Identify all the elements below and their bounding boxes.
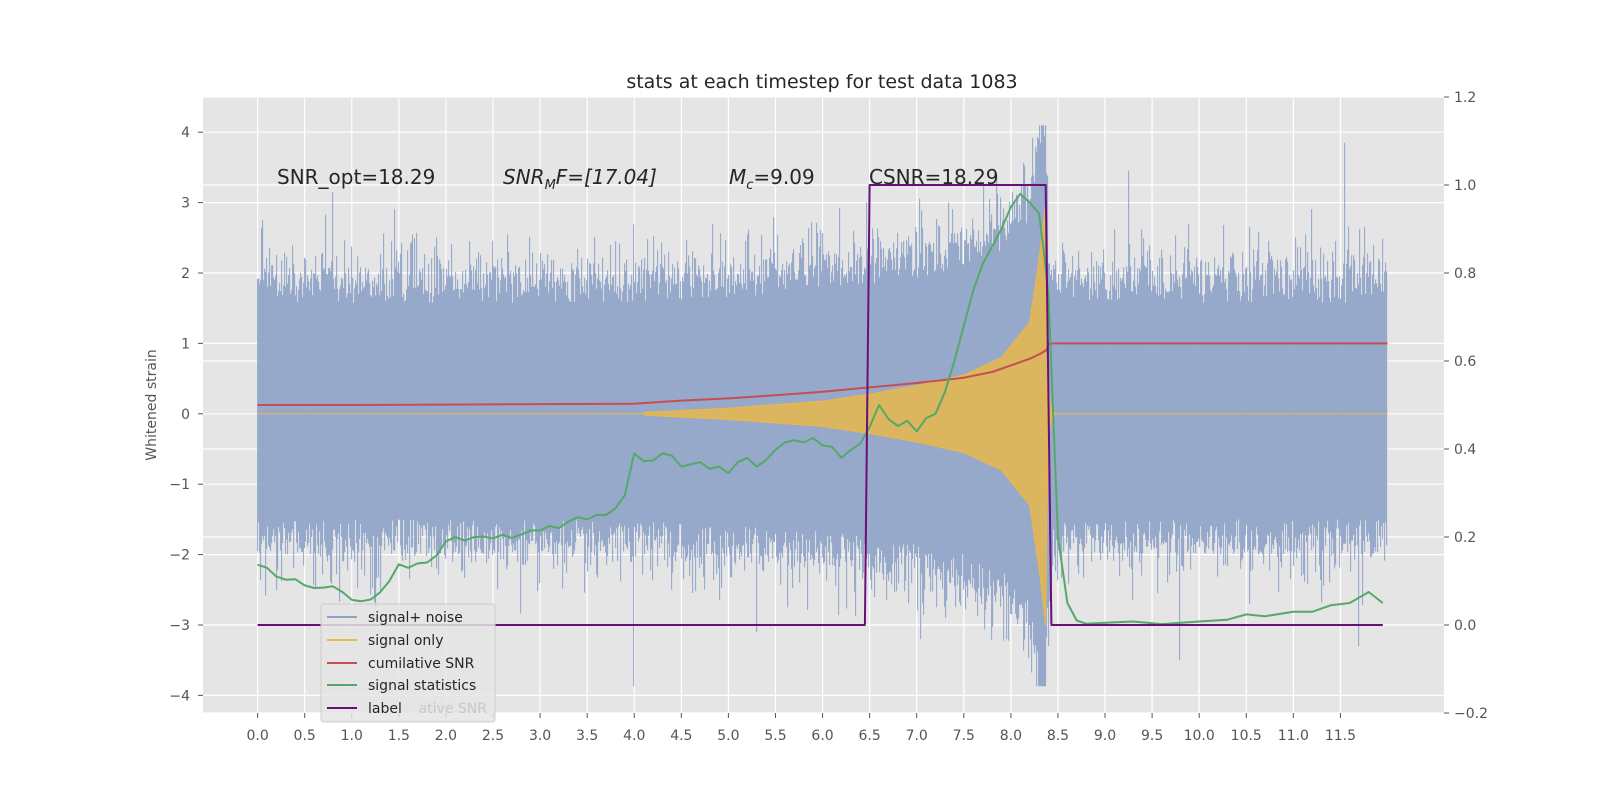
- y-tick-label: 0: [181, 407, 190, 423]
- x-tick-label: 2.5: [482, 728, 504, 744]
- y-right-tick-label: 0.8: [1454, 266, 1476, 282]
- x-tick-label: 6.5: [859, 728, 881, 744]
- legend-label-cumulative-snr: cumilative SNR: [368, 656, 475, 672]
- axis-ticks: 0.0 0.5 1.0 1.5 2.0 2.5 3.0 3.5 4.0 4.5 5.0 5.5 6.0 6…: [169, 90, 1488, 744]
- y-right-tick-label: −0.2: [1454, 706, 1488, 722]
- x-tick-label: 5.5: [764, 728, 786, 744]
- x-tick-label: 9.5: [1141, 728, 1163, 744]
- y-tick-label: −2: [169, 548, 190, 564]
- y-right-tick-label: 1.2: [1454, 90, 1476, 106]
- line-series: [257, 184, 1388, 626]
- x-tick-label: 1.5: [388, 728, 410, 744]
- legend-box: [320, 603, 496, 723]
- signal-statistics-line: [257, 192, 1384, 626]
- legend-hidden-text: ative SNR: [419, 701, 488, 717]
- x-tick-label: 2.0: [435, 728, 457, 744]
- y-tick-label: −1: [169, 477, 190, 493]
- y-right-tick-label: 0.0: [1454, 618, 1476, 634]
- x-tick-label: 7.0: [906, 728, 928, 744]
- annotation-mc: Mc=9.09: [729, 165, 815, 193]
- legend-label-signal-statistics: signal statistics: [368, 678, 476, 694]
- x-tick-label: 5.0: [717, 728, 739, 744]
- y-tick-label: 1: [181, 336, 190, 352]
- signal-only-trace: [257, 202, 1388, 626]
- x-tick-label: 4.0: [623, 728, 645, 744]
- x-tick-label: 7.5: [953, 728, 975, 744]
- x-tick-label: 10.0: [1184, 728, 1215, 744]
- cumilative-snr-line: [257, 342, 1388, 406]
- y-right-tick-label: 0.6: [1454, 354, 1476, 370]
- legend-label-signal-only: signal only: [368, 633, 443, 649]
- annotation-csnr: CSNR=18.29: [869, 165, 999, 189]
- legend: ative SNR signal+ noise signal only cumi…: [320, 603, 496, 723]
- legend-label-signal-noise: signal+ noise: [368, 610, 463, 626]
- y-tick-label: 4: [181, 125, 190, 141]
- y-right-tick-label: 1.0: [1454, 178, 1476, 194]
- x-tick-label: 8.0: [1000, 728, 1022, 744]
- x-tick-label: 3.0: [529, 728, 551, 744]
- x-tick-label: 9.0: [1094, 728, 1116, 744]
- x-tick-label: 8.5: [1047, 728, 1069, 744]
- x-tick-label: 4.5: [670, 728, 692, 744]
- y-tick-label: 2: [181, 266, 190, 282]
- legend-label-label: label: [368, 701, 402, 717]
- y-right-tick-label: 0.4: [1454, 442, 1476, 458]
- x-tick-label: 11.0: [1278, 728, 1309, 744]
- y-right-tick-label: 0.2: [1454, 530, 1476, 546]
- annotations: SNR_opt=18.29 SNRMF=[17.04] Mc=9.09 CSNR…: [277, 165, 999, 193]
- x-tick-label: 11.5: [1325, 728, 1356, 744]
- annotation-snr-opt: SNR_opt=18.29: [277, 165, 435, 189]
- x-tick-label: 0.5: [294, 728, 316, 744]
- x-tick-label: 6.0: [811, 728, 833, 744]
- chart-title: stats at each timestep for test data 108…: [626, 71, 1017, 93]
- y-tick-label: −3: [169, 618, 190, 634]
- y-axis-label: Whitened strain: [144, 349, 160, 460]
- x-tick-label: 0.0: [246, 728, 268, 744]
- y-tick-label: 3: [181, 196, 190, 212]
- annotation-snr-mf: SNRMF=[17.04]: [503, 165, 657, 193]
- x-tick-label: 10.5: [1231, 728, 1262, 744]
- y-tick-label: −4: [169, 688, 190, 704]
- x-tick-label: 3.5: [576, 728, 598, 744]
- label-line: [257, 184, 1383, 626]
- x-tick-label: 1.0: [341, 728, 363, 744]
- signal-only-series: [257, 202, 1388, 626]
